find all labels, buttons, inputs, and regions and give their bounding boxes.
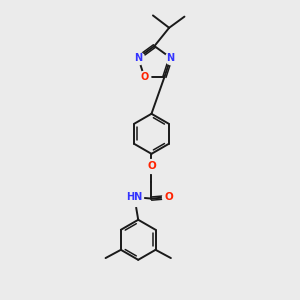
Text: N: N xyxy=(167,53,175,63)
Text: O: O xyxy=(140,72,148,82)
Text: HN: HN xyxy=(126,192,142,202)
Text: N: N xyxy=(134,53,142,63)
Text: O: O xyxy=(147,161,156,171)
Text: O: O xyxy=(164,192,173,202)
